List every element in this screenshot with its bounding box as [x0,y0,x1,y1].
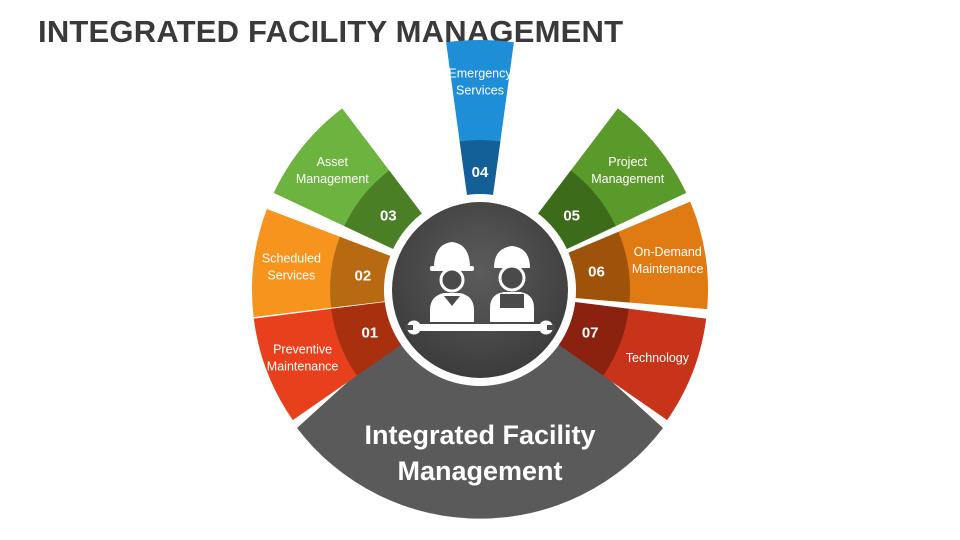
segment-04-label-line-2: Services [456,84,504,98]
segment-07-label-line-1: Technology [626,351,690,365]
workers-with-wrench-icon [405,242,555,335]
center-hub [392,202,568,378]
center-title-line-2: Management [397,456,562,486]
segment-03-outer [273,108,391,227]
segment-02-label-line-2: Services [267,268,315,282]
segment-07-outer [601,308,707,421]
segment-04-number: 04 [472,164,489,181]
segment-06-inner [564,231,631,303]
segment-06-label-line-2: Maintenance [632,262,704,276]
segment-01-number: 01 [361,324,378,341]
segment-05-outer [569,108,687,227]
segment-01-label-line-1: Preventive [273,343,332,357]
segment-02-inner [330,236,394,308]
segment-01-label-line-2: Maintenance [267,360,339,374]
segment-03-number: 03 [380,208,397,225]
segment-02-outer [252,209,342,317]
segment-03-inner [344,170,425,251]
segment-07-number: 07 [582,324,599,341]
segment-04-inner [459,140,501,199]
segment-06-label-line-1: On-Demand [634,245,702,259]
segments-group: 01 Preventive Maintenance 02 Scheduled Servic… [252,39,709,421]
segment-01-outer [253,308,359,421]
segment-01-inner [331,301,405,376]
center-band [297,330,663,519]
segment-06-outer [616,201,709,310]
segment-04-outer [446,39,514,144]
segment-07-inner [555,301,629,376]
segment-05-label-line-2: Management [591,172,664,186]
center-title-line-1: Integrated Facility [364,420,595,450]
segment-04-label-line-1: Emergency [448,67,512,81]
segment-06-number: 06 [588,264,605,281]
segment-05-inner [535,170,616,251]
segment-03-label-line-2: Management [296,172,369,186]
segment-02-number: 02 [355,268,372,285]
segment-05-number: 05 [563,208,580,225]
page-title: INTEGRATED FACILITY MANAGEMENT [38,14,624,49]
segment-02-label-line-1: Scheduled [262,251,321,265]
segment-05-label-line-1: Project [608,155,647,169]
segment-03-label-line-1: Asset [317,155,349,169]
